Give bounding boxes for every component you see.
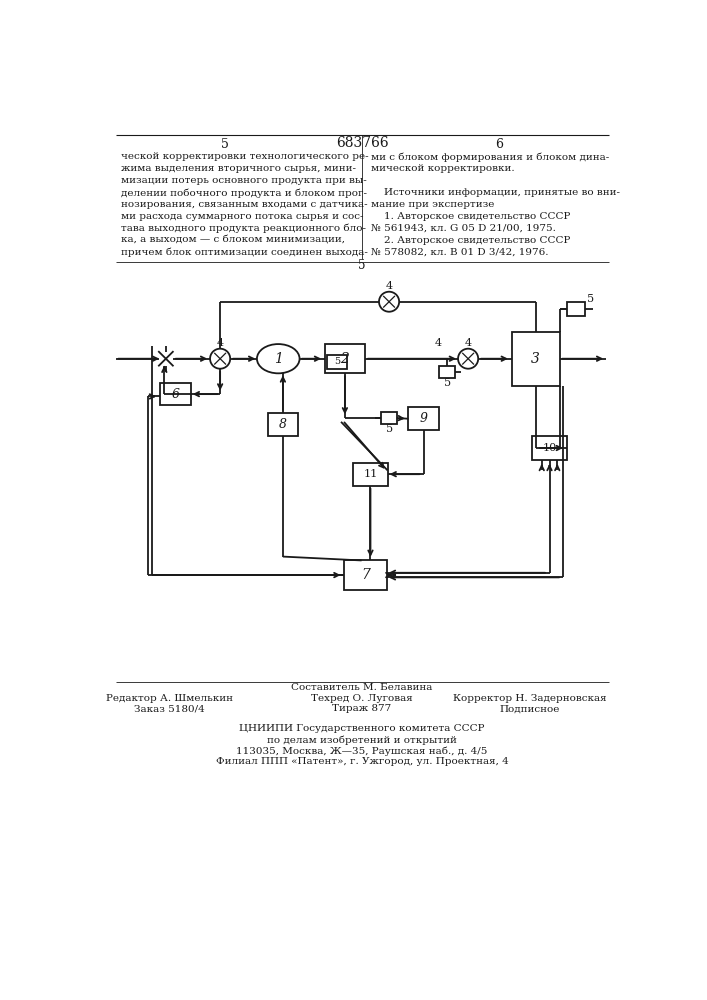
- Text: ми с блоком формирования и блоком дина-: ми с блоком формирования и блоком дина-: [371, 152, 609, 162]
- Circle shape: [379, 292, 399, 312]
- Text: мание при экспертизе: мание при экспертизе: [371, 200, 495, 209]
- Text: Подписное: Подписное: [500, 704, 561, 713]
- Text: № 578082, кл. В 01 D 3/42, 1976.: № 578082, кл. В 01 D 3/42, 1976.: [371, 248, 549, 257]
- Text: тава выходного продукта реакционного бло-: тава выходного продукта реакционного бло…: [121, 224, 366, 233]
- Text: ческой корректировки технологического ре-: ческой корректировки технологического ре…: [121, 152, 368, 161]
- Text: жима выделения вторичного сырья, мини-: жима выделения вторичного сырья, мини-: [121, 164, 356, 173]
- Text: ми расхода суммарного потока сырья и сос-: ми расхода суммарного потока сырья и сос…: [121, 212, 363, 221]
- Bar: [344, 560, 387, 590]
- Text: Редактор А. Шмелькин: Редактор А. Шмелькин: [106, 694, 233, 703]
- Text: Заказ 5180/4: Заказ 5180/4: [134, 704, 205, 713]
- Text: 4: 4: [216, 338, 223, 348]
- Text: 5: 5: [588, 294, 595, 304]
- Bar: [566, 302, 585, 316]
- Text: № 561943, кл. G 05 D 21/00, 1975.: № 561943, кл. G 05 D 21/00, 1975.: [371, 224, 556, 233]
- Bar: [160, 383, 191, 405]
- Text: Тираж 877: Тираж 877: [332, 704, 392, 713]
- Text: 6: 6: [171, 388, 179, 401]
- Text: 5: 5: [334, 357, 340, 366]
- Bar: [381, 412, 397, 424]
- Bar: [354, 463, 387, 486]
- Text: мизации потерь основного продукта при вы-: мизации потерь основного продукта при вы…: [121, 176, 367, 185]
- Text: Источники информации, принятые во вни-: Источники информации, принятые во вни-: [371, 188, 620, 197]
- Text: 2: 2: [341, 352, 349, 366]
- Text: ка, а выходом — с блоком минимизации,: ка, а выходом — с блоком минимизации,: [121, 236, 345, 245]
- Text: 10: 10: [542, 443, 556, 453]
- Bar: [532, 436, 566, 460]
- Text: 11: 11: [363, 469, 378, 479]
- Text: 4: 4: [434, 338, 441, 348]
- Text: 4: 4: [464, 338, 472, 348]
- Text: 5: 5: [221, 138, 228, 151]
- Bar: [325, 344, 365, 373]
- Text: 683766: 683766: [336, 136, 388, 150]
- Bar: [512, 332, 559, 386]
- Text: мической корректировки.: мической корректировки.: [371, 164, 515, 173]
- Bar: [268, 413, 298, 436]
- Text: 1: 1: [274, 352, 283, 366]
- Text: 4: 4: [385, 281, 392, 291]
- Ellipse shape: [257, 344, 300, 373]
- Text: 7: 7: [361, 568, 370, 582]
- Circle shape: [458, 349, 478, 369]
- Bar: [440, 366, 455, 378]
- Circle shape: [210, 349, 230, 369]
- Text: 1. Авторское свидетельство СССР: 1. Авторское свидетельство СССР: [371, 212, 571, 221]
- Text: делении побочного продукта и блоком прог-: делении побочного продукта и блоком прог…: [121, 188, 367, 198]
- Text: 6: 6: [495, 138, 503, 151]
- Text: 5: 5: [358, 259, 366, 272]
- Bar: [409, 407, 440, 430]
- Text: Филиал ППП «Патент», г. Ужгород, ул. Проектная, 4: Филиал ППП «Патент», г. Ужгород, ул. Про…: [216, 757, 508, 766]
- Text: 5: 5: [385, 424, 392, 434]
- Text: Составитель М. Белавина: Составитель М. Белавина: [291, 683, 433, 692]
- Text: нозирования, связанным входами с датчика-: нозирования, связанным входами с датчика…: [121, 200, 368, 209]
- Text: 2. Авторское свидетельство СССР: 2. Авторское свидетельство СССР: [371, 236, 571, 245]
- Text: 9: 9: [420, 412, 428, 425]
- Text: Корректор Н. Задерновская: Корректор Н. Задерновская: [453, 694, 607, 703]
- Text: причем блок оптимизации соединен выхода-: причем блок оптимизации соединен выхода-: [121, 248, 368, 257]
- Text: ЦНИИПИ Государственного комитета СССР: ЦНИИПИ Государственного комитета СССР: [239, 724, 485, 733]
- Text: 113035, Москва, Ж—35, Раушская наб., д. 4/5: 113035, Москва, Ж—35, Раушская наб., д. …: [236, 746, 488, 756]
- Text: Техред О. Луговая: Техред О. Луговая: [311, 694, 413, 703]
- Text: 3: 3: [531, 352, 540, 366]
- Text: 8: 8: [279, 418, 287, 431]
- Bar: [327, 355, 347, 369]
- Text: 5: 5: [443, 378, 451, 388]
- Text: по делам изобретений и открытий: по делам изобретений и открытий: [267, 735, 457, 745]
